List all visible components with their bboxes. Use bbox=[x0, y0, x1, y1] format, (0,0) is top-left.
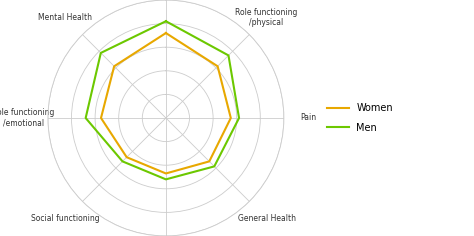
Legend: Women, Men: Women, Men bbox=[327, 103, 393, 133]
